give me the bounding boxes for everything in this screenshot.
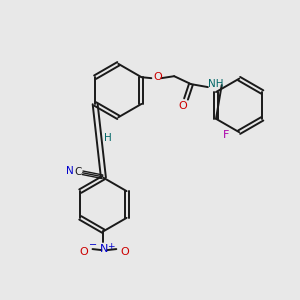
Text: O: O xyxy=(79,247,88,257)
Text: O: O xyxy=(153,72,162,82)
Text: −: − xyxy=(89,240,98,250)
Text: N: N xyxy=(100,244,109,254)
Text: +: + xyxy=(106,242,114,250)
Text: C: C xyxy=(74,167,81,177)
Text: O: O xyxy=(179,101,188,111)
Text: O: O xyxy=(121,247,130,257)
Text: NH: NH xyxy=(208,79,224,89)
Text: F: F xyxy=(223,130,230,140)
Text: N: N xyxy=(66,166,74,176)
Text: H: H xyxy=(104,133,112,143)
